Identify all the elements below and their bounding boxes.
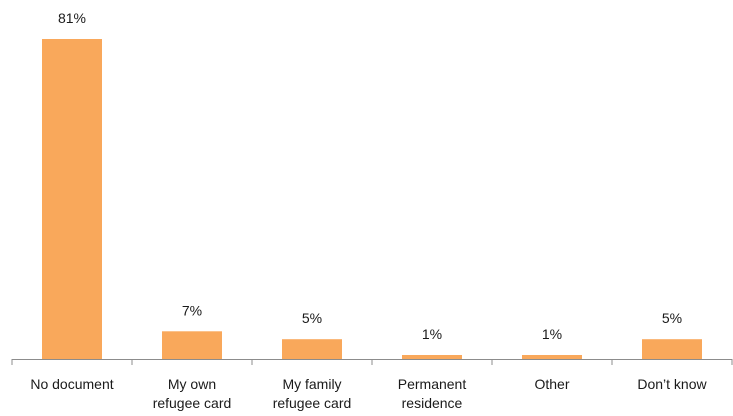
bar-permanent-residence (402, 355, 462, 359)
bars-layer (42, 39, 702, 359)
bar-dont-know (642, 339, 702, 359)
bar-my-family-refugee-card (282, 339, 342, 359)
data-label-permanent-residence: 1% (422, 326, 442, 342)
data-label-my-own-refugee-card: 7% (182, 302, 202, 318)
data-labels-layer: 81% 7% 5% 1% 1% 5% (58, 10, 682, 342)
bar-my-own-refugee-card (162, 331, 222, 359)
category-label-line: residence (402, 395, 463, 411)
category-label-line: No document (30, 376, 113, 392)
category-label-line: refugee card (273, 395, 352, 411)
category-label-line: My own (168, 376, 216, 392)
category-label-line: Permanent (398, 376, 467, 392)
category-label-line: Don’t know (637, 376, 707, 392)
data-label-dont-know: 5% (662, 310, 682, 326)
data-label-no-document: 81% (58, 10, 86, 26)
category-label-other: Other (534, 376, 569, 392)
category-label-no-document: No document (30, 376, 113, 392)
category-label-my-family-refugee-card: My family refugee card (273, 376, 352, 411)
category-label-permanent-residence: Permanent residence (398, 376, 467, 411)
category-labels-layer: No document My own refugee card My family re… (30, 376, 707, 411)
category-label-line: My family (282, 376, 341, 392)
category-label-line: Other (534, 376, 569, 392)
x-axis (11, 359, 733, 365)
category-label-dont-know: Don’t know (637, 376, 707, 392)
data-label-my-family-refugee-card: 5% (302, 310, 322, 326)
bar-other (522, 355, 582, 359)
data-label-other: 1% (542, 326, 562, 342)
category-label-line: refugee card (153, 395, 232, 411)
bar-no-document (42, 39, 102, 359)
category-label-my-own-refugee-card: My own refugee card (153, 376, 232, 411)
